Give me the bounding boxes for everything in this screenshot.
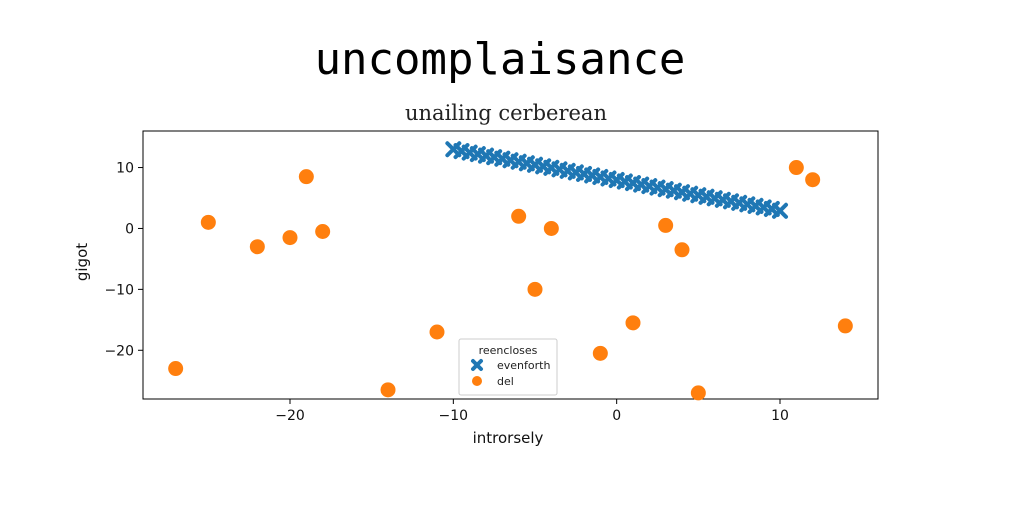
point-del [298, 169, 314, 185]
legend-frame [458, 338, 558, 396]
chart-subtitle: unailing cerberean [405, 101, 607, 125]
point-del [625, 315, 641, 331]
point-del [429, 324, 445, 340]
point-del [200, 214, 216, 230]
point-evenforth [772, 202, 788, 219]
point-del [788, 160, 804, 176]
point-del [690, 385, 706, 401]
point-del [658, 217, 674, 233]
x-tick-label: −10 [439, 408, 469, 424]
legend: reencloses evenforth del [458, 338, 558, 396]
point-del [282, 230, 298, 246]
y-tick-label: −20 [104, 343, 134, 359]
point-del [249, 239, 265, 255]
legend-marker-del [472, 376, 482, 386]
x-axis-label: introrsely [473, 429, 544, 447]
series-evenforth [445, 141, 788, 219]
chart-title: uncomplaisance [315, 34, 686, 85]
x-tick-label: −20 [275, 408, 305, 424]
point-del [380, 382, 396, 398]
y-axis-label: gigot [73, 243, 91, 281]
legend-marker-evenforth [471, 359, 483, 371]
point-del [527, 281, 543, 297]
point-del [592, 345, 608, 361]
y-tick-label: 0 [125, 221, 134, 237]
point-del [805, 172, 821, 188]
point-del [837, 318, 853, 334]
y-tick-label: −10 [104, 282, 134, 298]
point-del [315, 224, 331, 239]
x-tick-label: 0 [612, 408, 621, 424]
point-del [168, 361, 184, 377]
legend-title: reencloses [479, 344, 538, 357]
point-del [674, 242, 690, 258]
series-del [168, 160, 853, 401]
legend-label-del: del [497, 375, 514, 388]
plot-frame [142, 130, 879, 400]
x-tick-label: 10 [771, 408, 789, 424]
legend-label-evenforth: evenforth [497, 359, 550, 372]
y-tick-label: 10 [116, 161, 134, 177]
point-del [543, 220, 559, 236]
plot-area: −20 −10 0 10 −20 −10 0 10 [104, 130, 879, 424]
point-del [511, 208, 527, 224]
